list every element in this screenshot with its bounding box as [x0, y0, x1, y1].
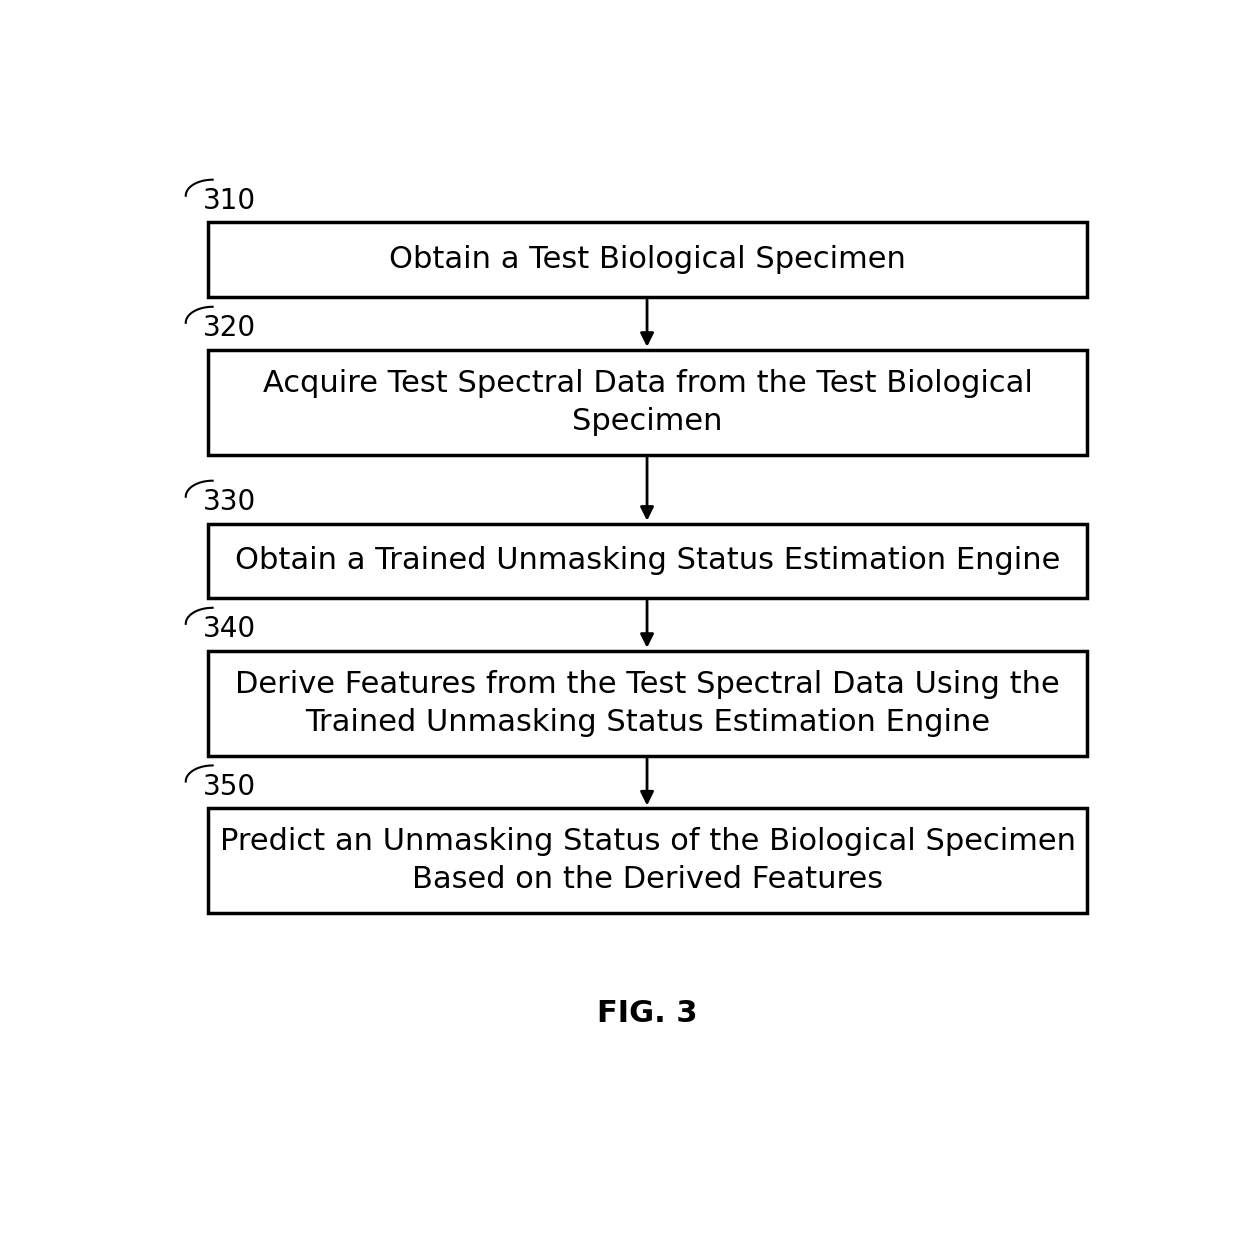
FancyBboxPatch shape — [208, 222, 1087, 297]
FancyBboxPatch shape — [208, 650, 1087, 756]
Text: Obtain a Test Biological Specimen: Obtain a Test Biological Specimen — [389, 246, 906, 274]
FancyBboxPatch shape — [208, 808, 1087, 913]
Text: 330: 330 — [203, 488, 257, 516]
Text: 310: 310 — [203, 187, 257, 215]
Text: 320: 320 — [203, 314, 257, 343]
FancyBboxPatch shape — [208, 524, 1087, 598]
Text: 350: 350 — [203, 773, 257, 800]
FancyBboxPatch shape — [208, 350, 1087, 454]
Text: Obtain a Trained Unmasking Status Estimation Engine: Obtain a Trained Unmasking Status Estima… — [234, 546, 1060, 576]
Text: FIG. 3: FIG. 3 — [596, 999, 697, 1029]
Text: Acquire Test Spectral Data from the Test Biological
Specimen: Acquire Test Spectral Data from the Test… — [263, 369, 1033, 436]
Text: Derive Features from the Test Spectral Data Using the
Trained Unmasking Status E: Derive Features from the Test Spectral D… — [236, 670, 1060, 737]
Text: 340: 340 — [203, 616, 257, 643]
Text: Predict an Unmasking Status of the Biological Specimen
Based on the Derived Feat: Predict an Unmasking Status of the Biolo… — [219, 828, 1075, 895]
